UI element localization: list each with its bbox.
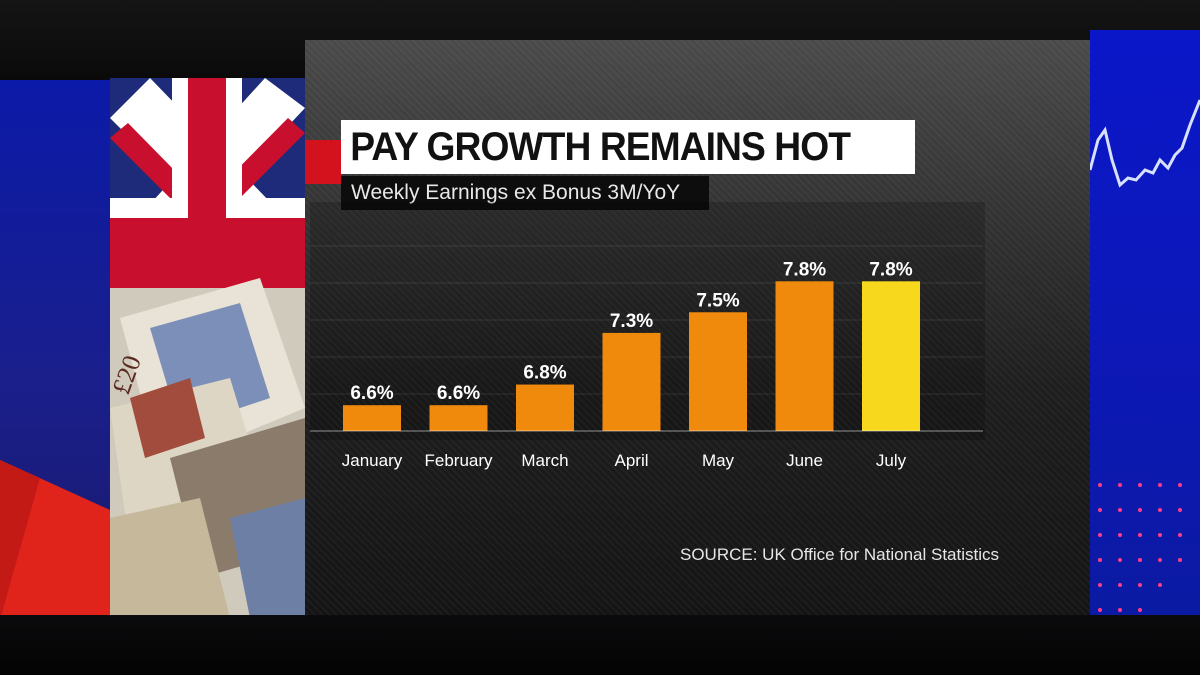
title-box: PAY GROWTH REMAINS HOT <box>341 120 915 174</box>
data-label: 6.6% <box>437 383 480 404</box>
chart-subtitle: Weekly Earnings ex Bonus 3M/YoY <box>351 181 681 204</box>
x-tick-label: July <box>876 451 907 470</box>
left-video-wall <box>0 80 110 620</box>
bar-january <box>343 405 401 431</box>
red-wedge-graphic <box>0 460 110 620</box>
data-label: 7.3% <box>610 311 653 332</box>
bar-june <box>775 281 834 431</box>
data-label: 7.8% <box>783 259 826 280</box>
data-label: 6.6% <box>350 383 393 404</box>
line-graphic-icon <box>1090 99 1200 612</box>
x-tick-label: March <box>521 451 568 470</box>
data-label: 7.5% <box>696 290 739 311</box>
studio-floor <box>0 615 1200 675</box>
bar-chart: 6.6% January 6.6% February 6.8% March 7.3% Apri… <box>310 245 983 470</box>
data-label: 7.8% <box>869 259 912 280</box>
x-tick-label: June <box>786 451 823 470</box>
title-accent-bar <box>305 140 341 184</box>
data-label: 6.8% <box>523 363 566 384</box>
x-tick-label: May <box>702 451 735 470</box>
chart-screen: PAY GROWTH REMAINS HOT Weekly Earnings e… <box>305 40 1090 620</box>
bar-may <box>689 312 747 431</box>
chart-title: PAY GROWTH REMAINS HOT <box>350 124 851 169</box>
x-tick-label: February <box>424 451 493 470</box>
bar-april <box>602 332 661 431</box>
uk-flag-banknotes-image: £20 <box>110 78 305 618</box>
subtitle-box: Weekly Earnings ex Bonus 3M/YoY <box>341 176 709 210</box>
bar-march <box>516 384 574 431</box>
bar-february <box>429 405 488 431</box>
x-tick-label: January <box>342 451 403 470</box>
bar-july <box>862 281 920 431</box>
x-tick-label: April <box>614 451 648 470</box>
right-video-wall <box>1090 30 1200 635</box>
source-note: SOURCE: UK Office for National Statistic… <box>680 545 1000 564</box>
